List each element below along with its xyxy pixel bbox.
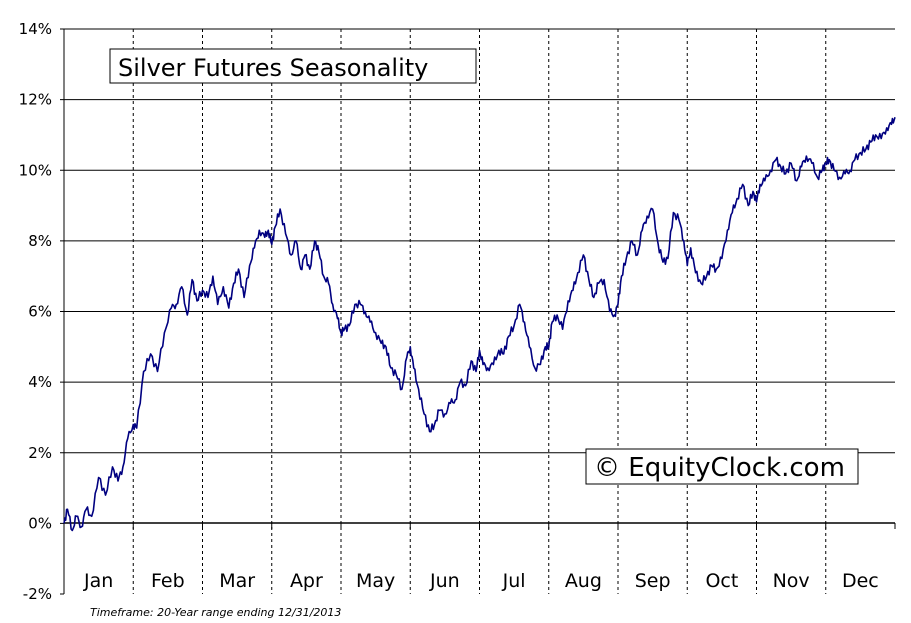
y-tick-label: 14%: [19, 20, 52, 38]
y-tick-label: 4%: [28, 373, 52, 391]
y-tick-label: 12%: [19, 91, 52, 109]
x-tick-label: Nov: [773, 570, 810, 592]
tick-label-layer: -2% 0% 2% 4% 6% 8% 10% 12% 14% Jan Feb Mar Apr May Jun…: [19, 20, 879, 603]
y-tick-label: -2%: [23, 585, 52, 603]
x-tick-label: May: [356, 570, 395, 592]
watermark: © EquityClock.com: [594, 453, 845, 483]
grid-layer: [64, 28, 895, 594]
x-tick-label: Apr: [290, 570, 323, 592]
x-tick-label: Jul: [502, 570, 526, 592]
chart-title-frame: [109, 48, 477, 84]
x-tick-label: Mar: [219, 570, 255, 592]
x-tick-label: Jan: [83, 570, 113, 592]
y-tick-label: 2%: [28, 444, 52, 462]
chart-title: Silver Futures Seasonality: [118, 54, 428, 82]
seasonality-line: [63, 117, 896, 532]
x-tick-label: Oct: [705, 570, 738, 592]
y-tick-label: 0%: [28, 514, 52, 532]
series-line-layer: [63, 117, 896, 532]
y-tick-label: 6%: [28, 303, 52, 321]
x-tick-label: Jun: [429, 570, 460, 592]
chart-title-box: Silver Futures Seasonality: [109, 48, 477, 84]
watermark-frame: [585, 448, 859, 485]
x-tick-label: Feb: [151, 570, 185, 592]
y-tick-label: 8%: [28, 232, 52, 250]
watermark-box: © EquityClock.com: [585, 448, 859, 485]
x-tick-label: Dec: [842, 570, 879, 592]
x-tick-label: Sep: [635, 570, 671, 592]
axis-layer: [60, 28, 896, 595]
timeframe-footnote: Timeframe: 20-Year range ending 12/31/20…: [90, 606, 341, 619]
x-tick-label: Aug: [565, 570, 602, 592]
y-tick-label: 10%: [19, 161, 52, 179]
